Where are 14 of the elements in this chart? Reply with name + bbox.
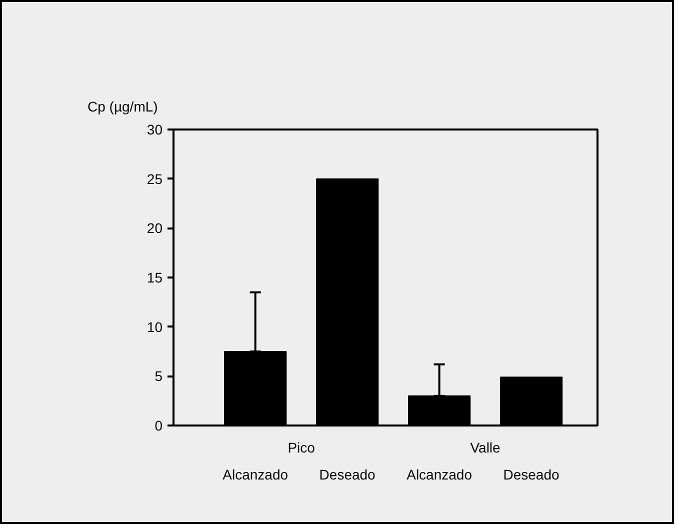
y-tick-label: 15 [146, 270, 163, 286]
x-tick-label: Alcanzado [222, 466, 288, 482]
y-tick-label: 20 [146, 220, 163, 236]
y-tick-label: 0 [154, 418, 163, 434]
text: Pico [288, 440, 316, 456]
x-tick-label: Deseado [503, 466, 560, 482]
y-axis-title: Cp (µg/mL) [88, 98, 158, 114]
x-tick-label: Deseado [319, 466, 376, 482]
y-tick-label: 10 [146, 318, 163, 335]
x-tick-label: Alcanzado [406, 466, 472, 482]
y-tick-label: 30 [146, 122, 163, 138]
y-tick-label: 5 [154, 368, 163, 384]
y-tick-label: 25 [146, 170, 163, 187]
text: Valle [470, 440, 501, 456]
